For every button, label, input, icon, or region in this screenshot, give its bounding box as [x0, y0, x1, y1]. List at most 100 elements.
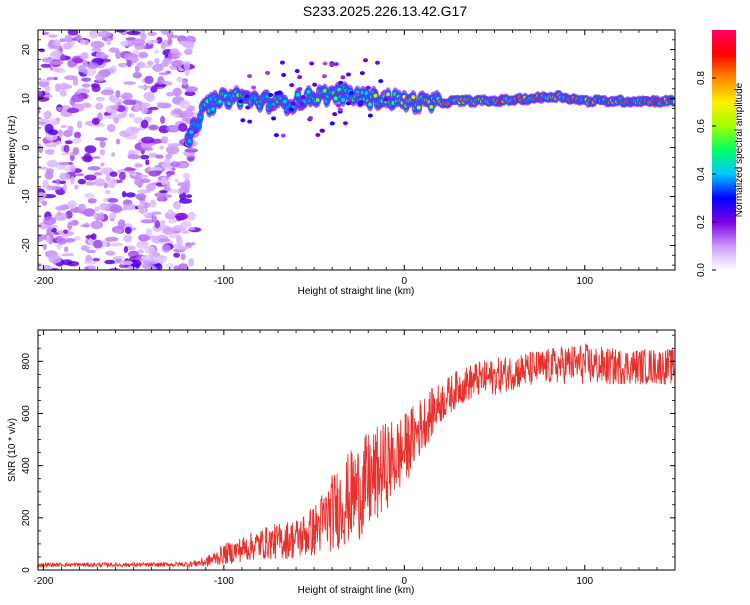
spectrogram-noise-cell	[64, 75, 78, 81]
spectrogram-ridge-scatter	[367, 113, 373, 118]
spectrogram-noise-cell	[108, 212, 117, 220]
spectrogram-noise-cell	[185, 242, 192, 247]
spectrogram-noise-cell	[50, 60, 64, 65]
spectrogram-noise-cell	[138, 51, 149, 59]
colorbar-label: Normalized spectral amplitude	[734, 82, 745, 217]
spectrogram-ridge-scatter	[271, 116, 277, 121]
spectrogram-noise-cell	[123, 81, 137, 85]
spectrogram-noise-cell	[176, 35, 187, 43]
spectrogram-noise-cell	[43, 94, 54, 98]
colorbar-tick-label: 0.8	[696, 71, 707, 85]
spectrogram-frame	[37, 29, 676, 271]
spectrogram-noise-cell	[52, 46, 62, 50]
spectrogram-noise-cell	[38, 192, 47, 198]
spectrogram-noise-cell	[169, 48, 179, 55]
spectrogram-noise-cell	[46, 159, 59, 168]
spectrogram-noise-cell	[60, 124, 68, 128]
spectrogram-ridge-scatter	[290, 101, 296, 106]
spectrogram-noise-cell	[143, 213, 149, 217]
spectrogram-noise-cell	[74, 131, 81, 139]
spectrogram-ridge-core	[196, 123, 201, 128]
spectrogram-noise-cell	[55, 117, 61, 122]
spectrogram-noise-cell	[53, 76, 58, 81]
spectrogram-noise-cell	[77, 178, 86, 185]
spectrogram-noise-cell	[45, 184, 53, 191]
spectrogram-x-ticks: -200 -100 0 100	[33, 30, 676, 287]
spectrogram-noise-cell	[173, 200, 181, 210]
spectrogram-signal-ridge	[184, 58, 675, 149]
spectrogram-noise-cell	[120, 94, 132, 99]
spectrogram-noise-cell	[38, 48, 46, 53]
spectrogram-ridge-scatter	[265, 70, 271, 75]
spectrogram-noise-cell	[133, 117, 144, 124]
spectrogram-ridge-scatter	[375, 60, 381, 65]
spectrogram-noise-cell	[70, 219, 79, 226]
chart-title: S233.2025.226.13.42.G17	[303, 3, 467, 19]
spectrogram-noise-cell	[118, 112, 127, 119]
spectrogram-ridge-scatter	[251, 85, 257, 90]
spectrogram-noise-cell	[154, 49, 159, 55]
spectrogram-noise-cell	[84, 260, 98, 265]
spectrogram-noise-cell	[60, 253, 75, 257]
spectrogram-noise-cell	[172, 108, 183, 115]
snr-x-ticks: -200 -100 0 100	[33, 330, 676, 587]
spectrogram-ridge-scatter	[348, 90, 354, 95]
spectrogram-noise-cell	[147, 60, 154, 66]
spectrogram-noise-cell	[55, 178, 61, 185]
spectrogram-ridge-scatter	[365, 85, 371, 90]
spectrogram-noise-cell	[66, 107, 80, 114]
spectrogram-noise-cell	[171, 167, 176, 171]
spectrogram-noise-cell	[79, 210, 93, 215]
spectrogram-noise-cell	[123, 167, 137, 171]
spectrogram-noise-cell	[177, 188, 184, 195]
spectrogram-noise-cell	[64, 34, 73, 43]
spectrogram-noise-cell	[84, 193, 95, 198]
spectrogram-noise-cell	[161, 244, 171, 253]
spectrogram-noise-cell	[71, 94, 84, 103]
spectrogram-noise-cell	[58, 129, 63, 138]
spectrogram-noise-cell	[104, 190, 112, 195]
spectrogram-noise-cell	[81, 77, 92, 82]
spectrogram-ridge-core	[373, 93, 378, 98]
spectrogram-noise-cell	[169, 34, 179, 39]
spectrogram-noise-cell	[77, 88, 90, 95]
spectrogram-noise-region	[38, 30, 202, 270]
spectrogram-noise-cell	[160, 62, 169, 67]
spectrogram-noise-cell	[98, 212, 105, 221]
spectrogram-noise-cell	[127, 57, 137, 61]
spectrogram-noise-cell	[115, 50, 121, 60]
spectrogram-noise-cell	[187, 157, 194, 161]
spectrogram-noise-cell	[67, 200, 77, 209]
spectrogram-noise-cell	[160, 115, 166, 124]
snr-y-tick-label: 0	[21, 567, 32, 573]
spectrogram-noise-cell	[74, 235, 81, 241]
spectrogram-noise-cell	[84, 266, 90, 270]
spectrogram-noise-cell	[48, 34, 58, 38]
spectrogram-ridge-scatter	[383, 97, 389, 102]
spectrogram-noise-cell	[154, 220, 161, 229]
spectrogram-noise-cell	[94, 137, 108, 141]
spectrogram-ridge-scatter	[312, 82, 318, 87]
spectrogram-noise-cell	[117, 219, 126, 228]
spectrogram-noise-cell	[176, 234, 182, 243]
spectrogram-noise-cell	[115, 90, 121, 98]
spectrogram-noise-cell	[61, 259, 73, 266]
spectrogram-noise-cell	[87, 175, 96, 180]
spectrogram-noise-cell	[140, 178, 151, 183]
spectrogram-noise-cell	[78, 64, 85, 73]
spectrogram-y-tick-label: -10	[21, 189, 32, 204]
spectrogram-noise-cell	[80, 53, 88, 60]
snr-series-line	[38, 343, 675, 569]
spectrogram-noise-cell	[168, 218, 177, 224]
spectrogram-noise-cell	[65, 210, 73, 219]
spectrogram-ridge-scatter	[338, 80, 344, 85]
spectrogram-ridge-scatter	[274, 91, 280, 96]
spectrogram-noise-cell	[55, 106, 64, 112]
spectrogram-noise-cell	[184, 178, 190, 185]
spectrogram-noise-cell	[54, 212, 68, 221]
spectrogram-noise-cell	[43, 110, 52, 120]
spectrogram-ridge-scatter	[244, 94, 250, 99]
snr-y-tick-label: 600	[21, 405, 32, 422]
spectrogram-ridge-scatter	[289, 83, 295, 88]
spectrogram-noise-cell	[138, 174, 149, 178]
